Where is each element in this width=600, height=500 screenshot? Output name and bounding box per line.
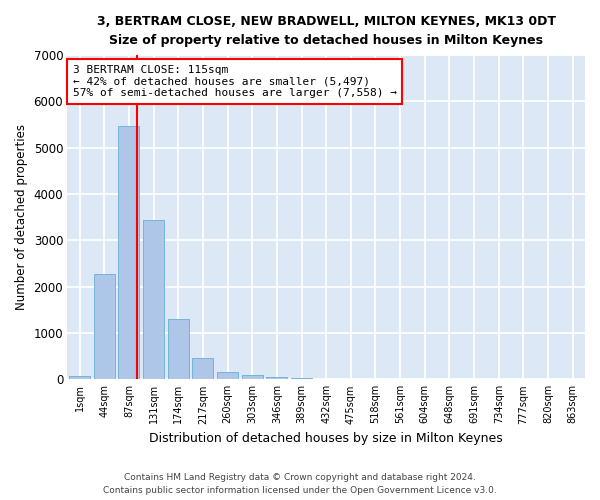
Title: 3, BERTRAM CLOSE, NEW BRADWELL, MILTON KEYNES, MK13 0DT
Size of property relativ: 3, BERTRAM CLOSE, NEW BRADWELL, MILTON K… — [97, 15, 556, 47]
Y-axis label: Number of detached properties: Number of detached properties — [15, 124, 28, 310]
Text: Contains HM Land Registry data © Crown copyright and database right 2024.
Contai: Contains HM Land Registry data © Crown c… — [103, 474, 497, 495]
Bar — [69, 376, 90, 380]
Bar — [291, 378, 312, 380]
Bar — [143, 220, 164, 380]
Bar — [118, 126, 139, 380]
Bar — [193, 358, 214, 380]
Text: 3 BERTRAM CLOSE: 115sqm
← 42% of detached houses are smaller (5,497)
57% of semi: 3 BERTRAM CLOSE: 115sqm ← 42% of detache… — [73, 65, 397, 98]
Bar — [94, 274, 115, 380]
Bar — [168, 318, 189, 380]
Bar — [242, 376, 263, 380]
X-axis label: Distribution of detached houses by size in Milton Keynes: Distribution of detached houses by size … — [149, 432, 503, 445]
Bar — [217, 372, 238, 380]
Bar — [266, 377, 287, 380]
